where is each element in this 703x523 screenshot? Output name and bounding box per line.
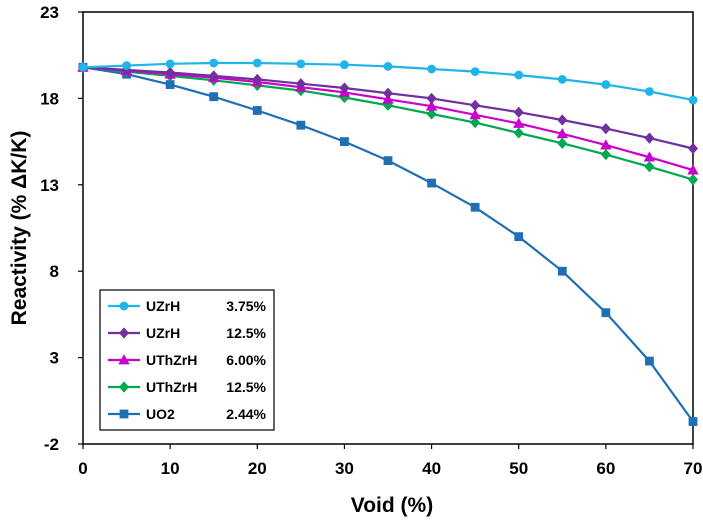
data-point: [383, 62, 393, 71]
x-tick-label: 70: [684, 459, 703, 478]
x-tick-label: 10: [161, 459, 180, 478]
y-axis-title: Reactivity (% ΔK/K): [8, 131, 31, 326]
legend-detail: 12.5%: [226, 325, 266, 341]
legend-label: UZrH: [146, 325, 180, 341]
data-point: [601, 308, 611, 318]
data-point: [600, 139, 612, 150]
data-point: [165, 66, 176, 79]
x-tick-label: 30: [335, 459, 354, 478]
series-0: [78, 58, 698, 105]
x-tick-label: 50: [509, 459, 528, 478]
data-point: [556, 128, 568, 139]
data-point: [687, 142, 699, 155]
data-point: [470, 202, 480, 212]
data-point: [339, 82, 350, 94]
data-point: [644, 161, 655, 173]
data-point: [426, 108, 437, 120]
data-point: [340, 137, 349, 147]
x-tick-label: 20: [248, 459, 267, 478]
legend-detail: 12.5%: [226, 379, 266, 395]
y-tick-label: 3: [50, 349, 59, 368]
y-tick-label: 8: [50, 262, 59, 281]
legend-label: UZrH: [146, 298, 180, 314]
data-point: [427, 64, 436, 74]
legend-marker: [118, 327, 130, 339]
data-point: [165, 80, 175, 89]
data-point: [513, 117, 525, 128]
x-axis-ticks: 0 10 20 30 40 50 60 70: [78, 444, 702, 478]
data-point: [514, 232, 524, 242]
data-point: [165, 59, 175, 69]
series-layer: [77, 58, 699, 426]
y-tick-label: 18: [40, 89, 59, 108]
data-point: [643, 151, 656, 162]
data-point: [470, 67, 480, 77]
data-point: [382, 87, 394, 99]
data-point: [513, 127, 524, 139]
data-point: [514, 70, 524, 80]
legend: UZrH 3.75% UZrH 12.5% UThZrH 6.00% UThZrH 12.5%…: [99, 289, 275, 431]
data-point: [208, 70, 219, 82]
data-point: [644, 132, 655, 144]
data-point: [427, 178, 436, 188]
x-tick-label: 0: [78, 459, 87, 478]
data-point: [600, 123, 611, 135]
data-point: [209, 58, 219, 68]
x-tick-label: 60: [596, 459, 615, 478]
y-tick-label: 23: [40, 3, 59, 22]
data-point: [252, 106, 262, 115]
data-point: [557, 114, 568, 126]
legend-marker: [119, 409, 129, 419]
series-4: [78, 62, 698, 426]
data-point: [425, 100, 438, 111]
data-point: [688, 95, 698, 105]
legend-label: UO2: [146, 406, 175, 422]
y-axis-ticks: -2 3 8 13 18 23: [40, 3, 83, 454]
data-point: [557, 266, 567, 276]
data-point: [513, 106, 524, 118]
data-point: [295, 78, 306, 90]
data-point: [688, 417, 698, 426]
data-point: [78, 62, 88, 72]
data-point: [296, 120, 306, 130]
data-point: [601, 80, 611, 89]
x-tick-label: 40: [422, 459, 441, 478]
data-point: [252, 58, 262, 68]
data-point: [557, 74, 567, 84]
data-point: [600, 148, 611, 161]
data-point: [470, 116, 481, 129]
y-tick-label: 13: [40, 176, 59, 195]
data-point: [122, 61, 131, 70]
legend-label: UThZrH: [146, 379, 197, 395]
data-point: [340, 60, 349, 70]
x-axis-title: Void (%): [351, 494, 433, 517]
data-point: [469, 108, 481, 120]
data-point: [383, 156, 393, 166]
data-point: [209, 92, 219, 102]
data-point: [687, 164, 699, 175]
data-point: [252, 73, 263, 85]
legend-label: UThZrH: [146, 352, 197, 368]
legend-marker: [118, 354, 130, 365]
data-point: [645, 87, 654, 96]
data-point: [426, 92, 437, 104]
data-point: [557, 137, 568, 149]
y-tick-label: -2: [44, 435, 59, 454]
legend-marker: [119, 301, 129, 311]
data-point: [470, 99, 481, 111]
legend-detail: 6.00%: [226, 352, 266, 368]
legend-detail: 2.44%: [226, 406, 266, 422]
legend-marker: [118, 381, 130, 393]
data-point: [296, 59, 306, 69]
legend-detail: 3.75%: [226, 298, 266, 314]
data-point: [645, 356, 654, 366]
data-point: [687, 174, 699, 186]
